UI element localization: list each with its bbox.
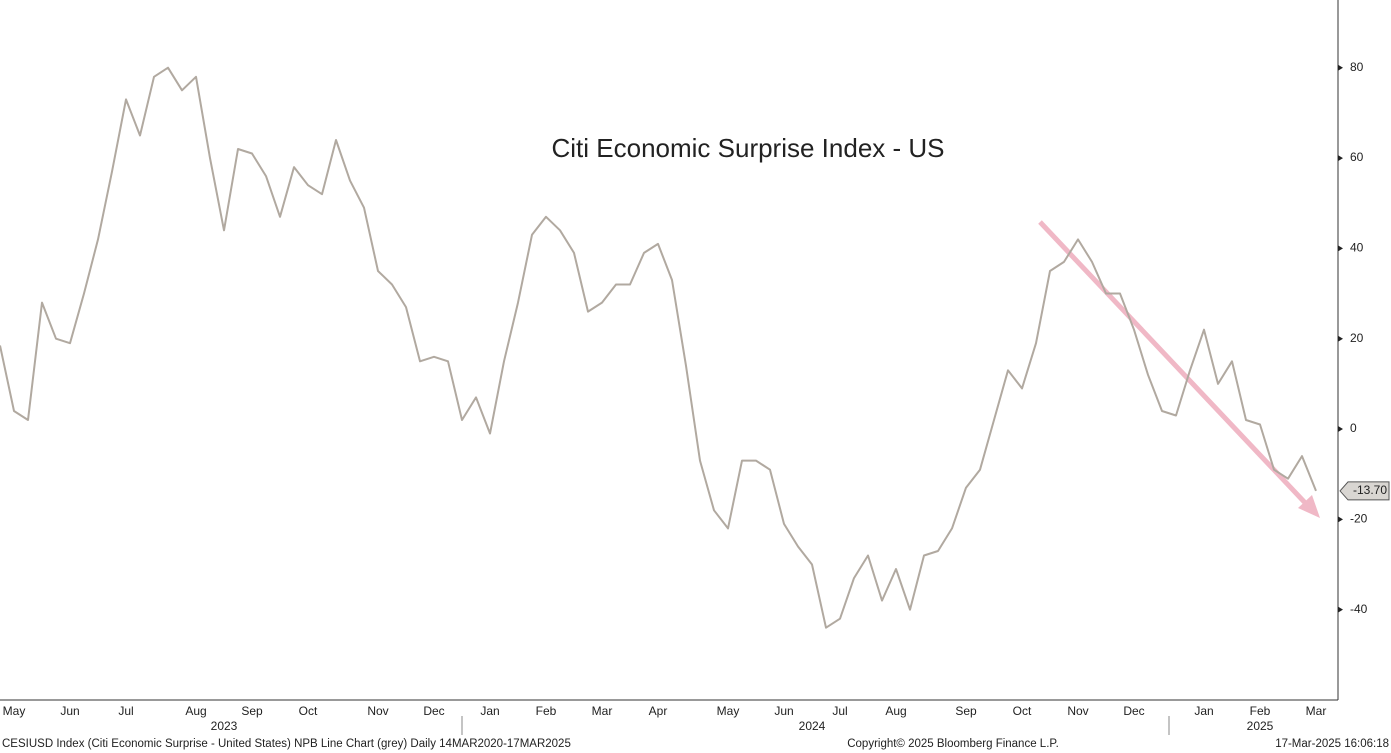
chart-title: Citi Economic Surprise Index - US xyxy=(551,133,944,163)
x-tick-label: Jun xyxy=(774,704,793,718)
y-tick-mark xyxy=(1338,245,1343,252)
y-tick-mark xyxy=(1338,64,1343,71)
x-tick-label: Apr xyxy=(649,704,668,718)
x-tick-label: Mar xyxy=(1306,704,1327,718)
year-label: 2024 xyxy=(799,719,826,733)
y-tick-mark xyxy=(1338,606,1343,613)
x-tick-label: Dec xyxy=(1123,704,1144,718)
y-tick-label: 80 xyxy=(1350,60,1364,74)
footer-left: CESIUSD Index (Citi Economic Surprise - … xyxy=(2,738,571,750)
y-tick-label: 20 xyxy=(1350,331,1364,345)
footer-center: Copyright© 2025 Bloomberg Finance L.P. xyxy=(847,738,1059,750)
x-tick-label: Feb xyxy=(1250,704,1271,718)
x-tick-label: Feb xyxy=(536,704,557,718)
x-tick-label: Jun xyxy=(60,704,79,718)
x-tick-label: Dec xyxy=(423,704,444,718)
y-tick-label: -40 xyxy=(1350,602,1368,616)
x-tick-label: May xyxy=(3,704,26,718)
x-tick-label: Mar xyxy=(592,704,613,718)
x-tick-label: Oct xyxy=(299,704,318,718)
year-label: 2023 xyxy=(211,719,238,733)
y-tick-mark xyxy=(1338,155,1343,162)
x-tick-label: Nov xyxy=(367,704,388,718)
x-tick-label: Aug xyxy=(185,704,206,718)
x-tick-label: Aug xyxy=(885,704,906,718)
x-tick-label: Sep xyxy=(955,704,977,718)
y-tick-label: 60 xyxy=(1350,150,1364,164)
x-tick-label: Jan xyxy=(1194,704,1213,718)
last-value-label: -13.70 xyxy=(1353,483,1387,497)
x-tick-label: Jul xyxy=(118,704,133,718)
footer-right: 17-Mar-2025 16:06:18 xyxy=(1275,738,1389,750)
x-tick-label: Nov xyxy=(1067,704,1088,718)
data-line xyxy=(0,66,1317,629)
y-tick-mark xyxy=(1338,426,1343,433)
y-tick-label: 40 xyxy=(1350,241,1364,255)
y-tick-mark xyxy=(1338,335,1343,342)
x-tick-label: May xyxy=(717,704,740,718)
y-tick-label: -20 xyxy=(1350,512,1368,526)
last-value-tag xyxy=(1339,481,1390,501)
trend-arrow xyxy=(1038,220,1320,518)
y-tick-label: 0 xyxy=(1350,421,1357,435)
x-tick-label: Oct xyxy=(1013,704,1032,718)
arrow-shaft xyxy=(1038,220,1312,510)
x-tick-label: Sep xyxy=(241,704,263,718)
year-label: 2025 xyxy=(1247,719,1274,733)
x-tick-label: Jul xyxy=(832,704,847,718)
y-tick-mark xyxy=(1338,516,1343,523)
x-tick-label: Jan xyxy=(480,704,499,718)
arrow-head xyxy=(1298,495,1320,518)
